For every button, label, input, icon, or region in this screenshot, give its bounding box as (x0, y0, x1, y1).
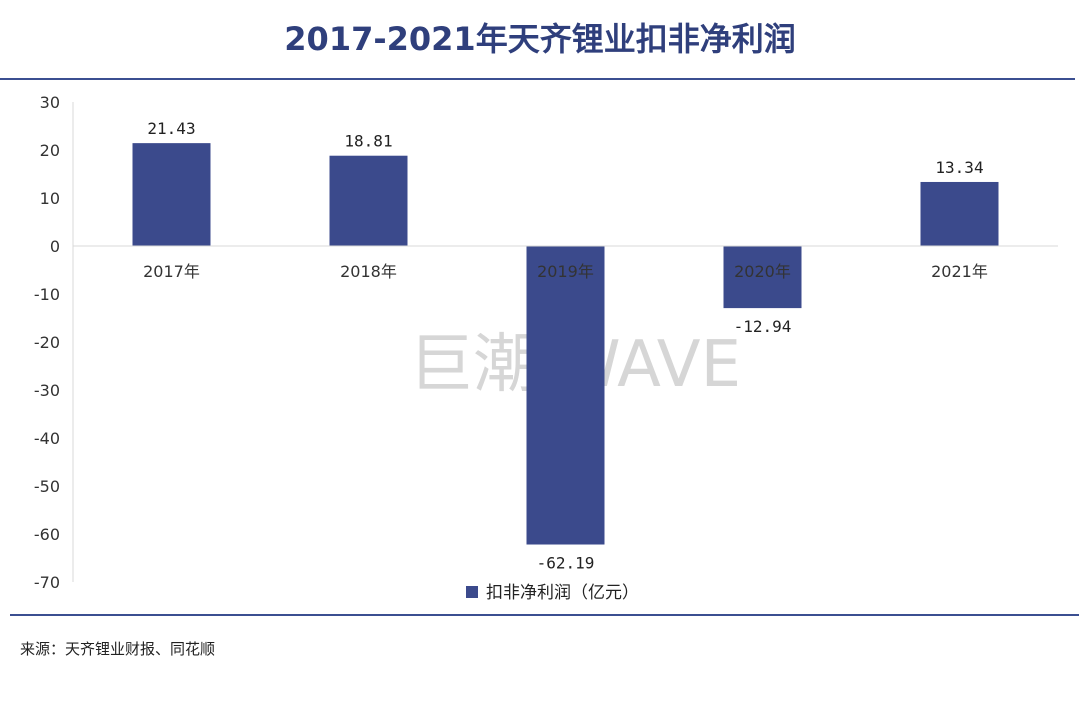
data-label: 13.34 (935, 158, 983, 177)
legend: 扣非净利润（亿元） (466, 583, 639, 603)
bar (132, 143, 211, 246)
source-note: 来源：天齐锂业财报、同花顺 (20, 640, 216, 658)
legend-label: 扣非净利润（亿元） (486, 583, 639, 603)
value-labels: 21.43 18.81 -62.19 -12.94 13.34 (147, 119, 983, 572)
y-axis: 30 20 10 0 -10 -20 -30 -40 -50 -60 -70 (34, 93, 74, 592)
y-tick-label: -10 (34, 285, 60, 304)
header-rule (0, 78, 1075, 80)
data-label: -62.19 (537, 554, 595, 573)
x-tick-label: 2019年 (537, 262, 594, 281)
bar (526, 246, 605, 545)
bar (723, 246, 802, 309)
y-tick-label: 0 (50, 237, 60, 256)
bars (73, 143, 1058, 545)
x-tick-label: 2018年 (340, 262, 397, 281)
x-axis-labels: 2017年 2018年 2019年 2020年 2021年 (143, 262, 988, 281)
data-label: -12.94 (734, 317, 792, 336)
bar (329, 155, 408, 246)
legend-swatch (466, 586, 478, 598)
data-label: 18.81 (344, 132, 392, 151)
y-tick-label: -20 (34, 333, 60, 352)
y-tick-label: 20 (40, 141, 60, 160)
footer-rule (10, 614, 1079, 616)
y-tick-label: 10 (40, 189, 60, 208)
data-label: 21.43 (147, 119, 195, 138)
bar (920, 181, 999, 246)
y-tick-label: 30 (40, 93, 60, 112)
x-tick-label: 2017年 (143, 262, 200, 281)
y-tick-label: -70 (34, 573, 60, 592)
chart-title: 2017-2021年天齐锂业扣非净利润 (284, 20, 796, 58)
y-tick-label: -30 (34, 381, 60, 400)
y-tick-label: -60 (34, 525, 60, 544)
y-tick-label: -50 (34, 477, 60, 496)
y-tick-label: -40 (34, 429, 60, 448)
x-tick-label: 2020年 (734, 262, 791, 281)
x-tick-label: 2021年 (931, 262, 988, 281)
